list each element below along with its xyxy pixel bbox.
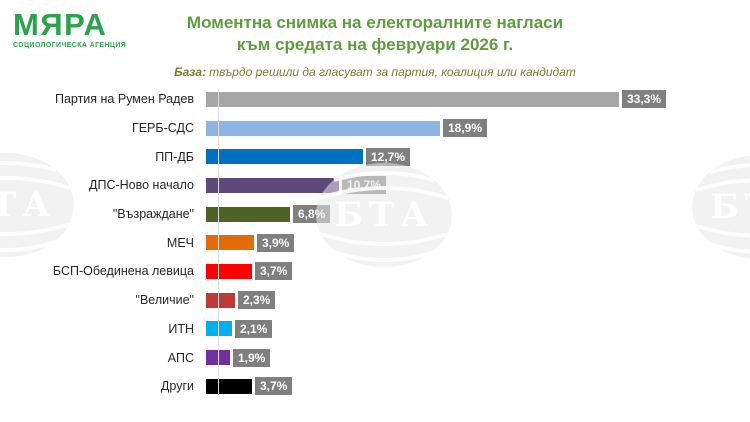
bar-area: 33,3% — [206, 85, 750, 114]
value-badge: 3,9% — [257, 233, 295, 252]
party-label: ИТН — [168, 321, 194, 336]
value-badge: 10,7% — [342, 176, 387, 195]
value-badge: 18,9% — [443, 119, 488, 138]
base-note-text: твърдо решили да гласуват за партия, коа… — [209, 65, 576, 79]
party-bar — [206, 91, 619, 107]
bar-area: 1,9% — [206, 343, 750, 372]
value-badge: 12,7% — [366, 147, 411, 166]
party-bar — [206, 263, 252, 279]
party-label: Други — [160, 379, 194, 394]
value-badge: 6,8% — [293, 205, 331, 224]
chart-row: ГЕРБ-СДС 18,9% — [0, 114, 750, 143]
chart-title-line1: Моментна снимка на електоралните нагласи — [186, 13, 564, 32]
axis-line — [218, 89, 219, 397]
base-note-label: База: — [174, 65, 207, 79]
bar-area: 2,1% — [206, 315, 750, 344]
agency-logo-tagline: СОЦИОЛОГИЧЕСКА АГЕНЦИЯ — [13, 42, 127, 49]
party-label: ДПС-Ново начало — [89, 178, 194, 193]
bar-area: 3,7% — [206, 257, 750, 286]
agency-logo-name: МЯРА — [13, 7, 108, 42]
bar-chart: Партия на Румен Радев 33,3% ГЕРБ-СДС 18,9% П… — [0, 85, 750, 403]
chart-row: "Възраждане" 6,8% — [0, 200, 750, 229]
bar-area: 12,7% — [206, 142, 750, 171]
party-bar — [206, 235, 254, 251]
chart-row: "Величие" 2,3% — [0, 286, 750, 315]
party-label: БСП-Обединена левица — [52, 264, 194, 279]
value-badge: 3,7% — [255, 262, 293, 281]
bar-area: 10,7% — [206, 171, 750, 200]
chart-row: ДПС-Ново начало 10,7% — [0, 171, 750, 200]
party-label: ГЕРБ-СДС — [131, 121, 194, 136]
value-badge: 2,3% — [238, 291, 276, 310]
party-label: "Величие" — [135, 293, 194, 308]
party-bar — [206, 292, 235, 308]
base-note: База: твърдо решили да гласуват за партия… — [95, 65, 655, 79]
chart-row: МЕЧ 3,9% — [0, 228, 750, 257]
value-badge: 1,9% — [233, 348, 271, 367]
party-label: АПС — [167, 350, 194, 365]
bar-area: 18,9% — [206, 114, 750, 143]
party-label: "Възраждане" — [112, 207, 194, 222]
party-label: Партия на Румен Радев — [54, 92, 194, 107]
chart-title-line2: към средата на февруари 2026 г. — [236, 35, 514, 54]
party-bar — [206, 149, 363, 165]
value-badge: 33,3% — [622, 90, 667, 109]
header: Моментна снимка на електоралните нагласи… — [95, 12, 655, 79]
agency-logo: МЯРА СОЦИОЛОГИЧЕСКА АГЕНЦИЯ — [13, 7, 153, 50]
party-label: МЕЧ — [166, 235, 194, 250]
chart-row: БСП-Обединена левица 3,7% — [0, 257, 750, 286]
chart-row: ПП-ДБ 12,7% — [0, 142, 750, 171]
party-bar — [206, 120, 440, 136]
value-badge: 3,7% — [255, 377, 293, 396]
party-bar — [206, 206, 290, 222]
value-badge: 2,1% — [235, 319, 273, 338]
chart-row: Други 3,7% — [0, 372, 750, 401]
party-bar — [206, 177, 339, 193]
bar-area: 3,7% — [206, 372, 750, 401]
party-label: ПП-ДБ — [155, 149, 194, 164]
party-bar — [206, 378, 252, 394]
chart-row: ИТН 2,1% — [0, 315, 750, 344]
bar-area: 6,8% — [206, 200, 750, 229]
party-bar — [206, 321, 232, 337]
chart-row: АПС 1,9% — [0, 343, 750, 372]
bar-area: 2,3% — [206, 286, 750, 315]
chart-row: Партия на Румен Радев 33,3% — [0, 85, 750, 114]
bar-area: 3,9% — [206, 228, 750, 257]
